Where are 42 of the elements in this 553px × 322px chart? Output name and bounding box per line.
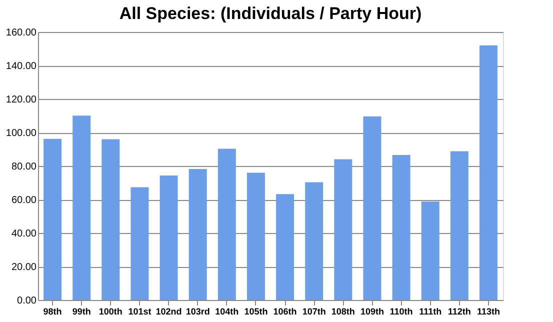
bar <box>188 169 207 300</box>
y-tick-label: 80.00 <box>11 162 37 172</box>
x-tick-label: 107th <box>302 306 326 316</box>
bar <box>102 139 120 300</box>
x-tick-label: 109th <box>360 306 384 316</box>
x-tick-label: 111th <box>419 306 442 316</box>
x-tick-label: 98th <box>43 306 62 316</box>
bar <box>276 194 294 300</box>
y-tick-label: 20.00 <box>11 262 37 273</box>
y-tick-label: 40.00 <box>11 228 37 240</box>
y-tick-label: 140.00 <box>6 61 37 72</box>
x-tick-label: 108th <box>331 306 355 316</box>
x-tick-label: 110th <box>390 306 413 316</box>
bar <box>246 172 265 300</box>
bar <box>421 202 440 300</box>
bar <box>334 159 352 300</box>
chart-title: All Species: (Individuals / Party Hour) <box>119 4 422 23</box>
y-tick-label: 60.00 <box>11 195 37 206</box>
x-tick-label: 105th <box>244 306 268 316</box>
x-tick-label: 103rd <box>186 306 210 316</box>
bar <box>305 182 324 300</box>
x-tick-label: 102nd <box>156 306 182 316</box>
x-tick-label: 106th <box>273 306 297 316</box>
bar <box>363 116 382 300</box>
bar <box>479 45 498 300</box>
x-tick-label: 99th <box>72 306 91 316</box>
x-tick-label: 101st <box>128 306 152 316</box>
bar <box>160 176 178 300</box>
bar <box>44 138 62 300</box>
bar <box>72 116 91 300</box>
x-tick-label: 112th <box>448 306 471 316</box>
x-tick-label: 100th <box>98 306 122 316</box>
bar <box>450 151 468 300</box>
x-tick-label: 113th <box>476 306 500 316</box>
bar <box>130 187 149 300</box>
bar <box>218 148 236 300</box>
y-tick-label: 100.00 <box>6 128 37 139</box>
bar <box>392 154 410 300</box>
y-tick-label: 120.00 <box>6 94 37 106</box>
x-tick-label: 104th <box>215 306 239 316</box>
y-tick-label: 160.00 <box>6 28 37 38</box>
y-tick-label: 0.00 <box>17 296 37 306</box>
